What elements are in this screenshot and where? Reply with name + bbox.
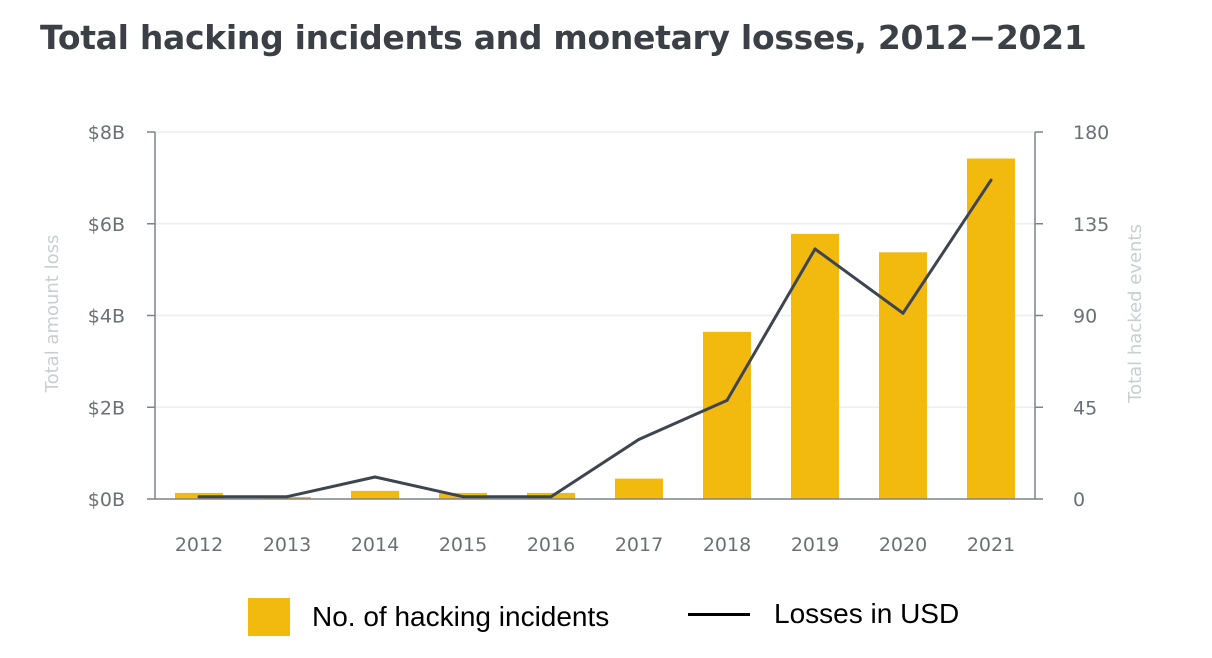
line-losses — [199, 179, 993, 499]
bar-2019 — [791, 233, 839, 499]
y-right-axis-title: Total hacked events — [1125, 224, 1146, 404]
x-tick-label: 2017 — [615, 534, 663, 556]
y-right-tick-label: 135 — [1073, 214, 1109, 236]
legend-swatch-line — [688, 612, 750, 616]
legend-swatch-bar — [248, 598, 290, 636]
chart-area: $0B $2B $4B $6B $8B 0 45 90 135 180 2012 2013 2014 20… — [42, 122, 1146, 556]
y-left-tick-label: $6B — [88, 214, 125, 236]
bar-2014 — [351, 490, 399, 499]
line-point-2017 — [637, 437, 641, 441]
line-point-2013 — [285, 495, 289, 499]
x-tick-label: 2012 — [175, 534, 223, 556]
x-tick-label: 2019 — [791, 534, 839, 556]
line-point-2018 — [725, 398, 729, 402]
chart-title: Total hacking incidents and monetary los… — [40, 18, 1087, 57]
y-left-tick-label: $0B — [88, 489, 125, 511]
x-tick-label: 2020 — [879, 534, 927, 556]
y-left-axis-title: Total amount loss — [42, 235, 63, 394]
x-tick-label: 2013 — [263, 534, 311, 556]
line-point-2012 — [197, 495, 201, 499]
line-point-2015 — [461, 495, 465, 499]
line-point-2016 — [549, 495, 553, 499]
y-left-tick-label: $4B — [88, 306, 125, 328]
legend-item-losses: Losses in USD — [688, 598, 959, 630]
legend: No. of hacking incidents Losses in USD — [0, 598, 1212, 638]
x-tick-label: 2021 — [967, 534, 1015, 556]
line-point-2014 — [373, 475, 377, 479]
bar-2017 — [615, 478, 663, 499]
legend-item-incidents: No. of hacking incidents — [248, 598, 609, 636]
legend-label-losses: Losses in USD — [774, 598, 960, 629]
x-tick-label: 2018 — [703, 534, 751, 556]
line-point-2020 — [901, 311, 905, 315]
x-tick-label: 2015 — [439, 534, 487, 556]
line-point-2021 — [989, 178, 993, 182]
bar-2020 — [879, 252, 927, 499]
x-tick-label: 2014 — [351, 534, 399, 556]
legend-label-incidents: No. of hacking incidents — [312, 601, 610, 632]
y-right-tick-label: 0 — [1073, 489, 1085, 511]
bar-2018 — [703, 331, 751, 499]
bar-2021 — [967, 158, 1015, 499]
line-point-2019 — [813, 247, 817, 251]
x-tick-label: 2016 — [527, 534, 575, 556]
y-left-tick-label: $2B — [88, 397, 125, 419]
y-left-tick-label: $8B — [88, 122, 125, 144]
y-right-tick-label: 45 — [1073, 397, 1097, 419]
y-right-tick-label: 90 — [1073, 306, 1097, 328]
y-right-tick-label: 180 — [1073, 122, 1109, 144]
